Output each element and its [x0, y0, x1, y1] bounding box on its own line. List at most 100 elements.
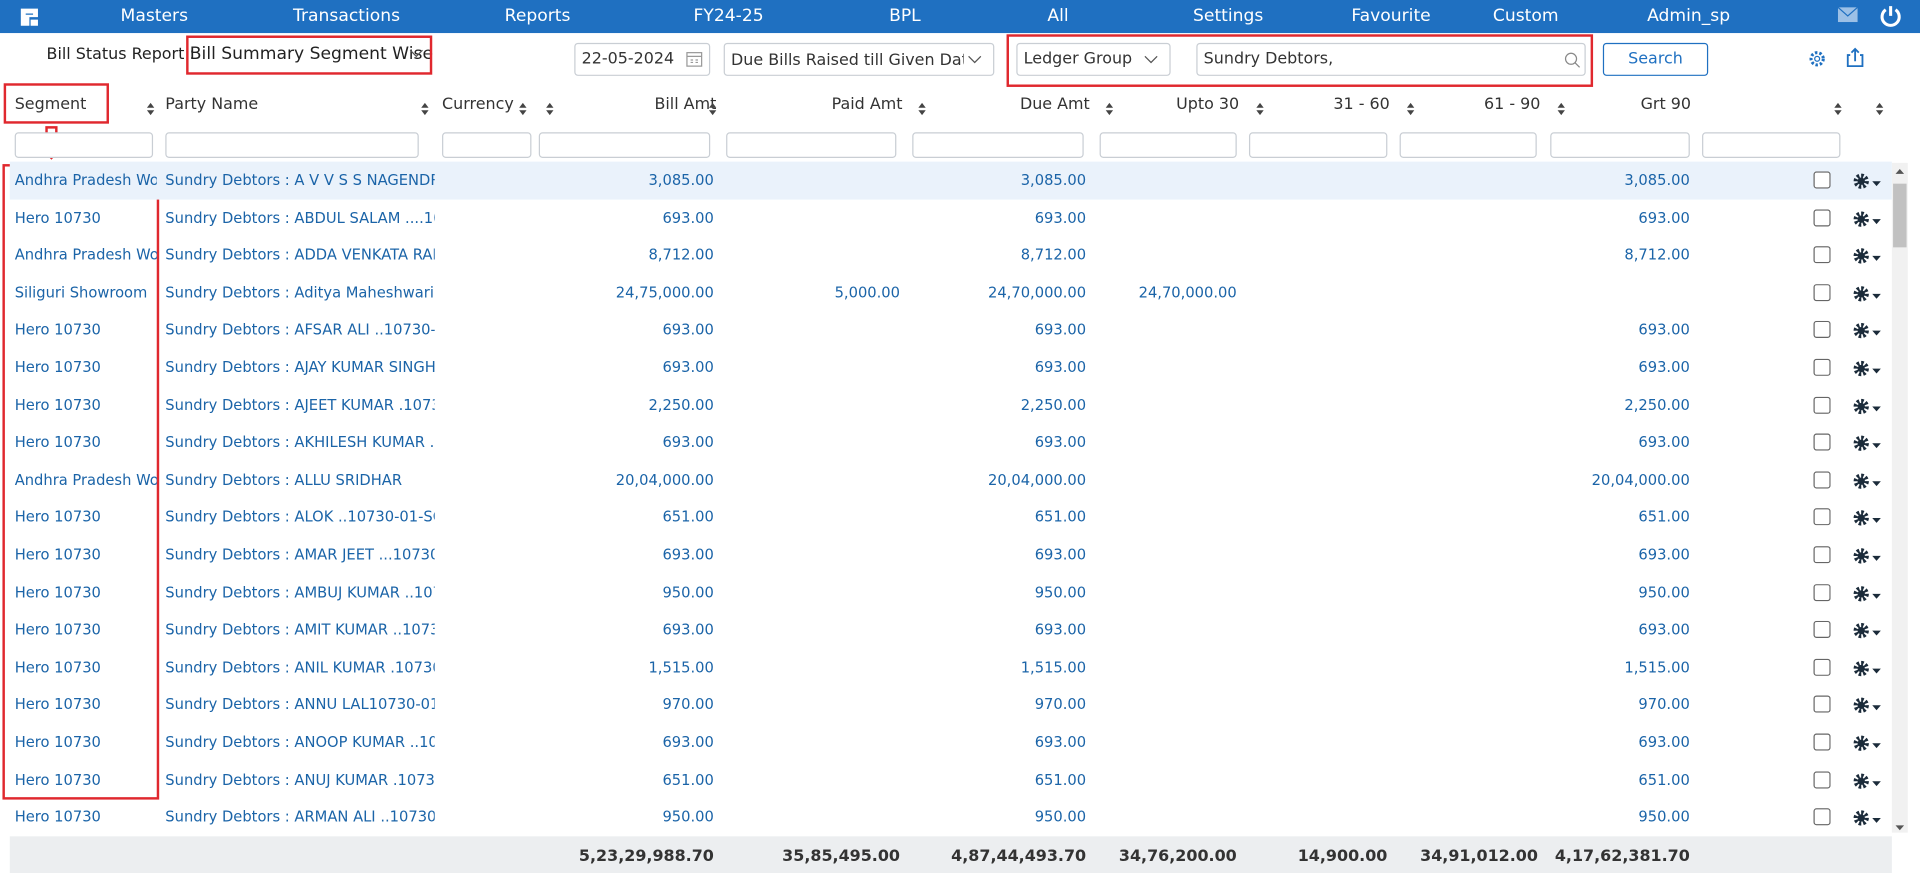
row-actions[interactable] [1851, 471, 1888, 495]
party-cell[interactable]: Sundry Debtors : Aditya Maheshwari [165, 283, 434, 301]
party-cell[interactable]: Sundry Debtors : ABDUL SALAM ....107... [165, 208, 434, 227]
sort-icon[interactable] [1556, 98, 1566, 121]
sort-icon[interactable] [1255, 98, 1265, 121]
party-cell[interactable]: Sundry Debtors : A V V S S NAGENDRA [165, 171, 435, 189]
row-checkbox[interactable] [1813, 657, 1831, 680]
segment-cell[interactable]: Hero 10730 [14, 583, 101, 601]
column-header[interactable]: Segment [14, 95, 87, 114]
party-cell[interactable]: Sundry Debtors : ALOK ..10730-01-SCO... [165, 508, 434, 526]
party-cell[interactable]: Sundry Debtors : AMAR JEET ...10730-0... [165, 546, 434, 564]
segment-cell[interactable]: Hero 10730 [14, 358, 101, 376]
column-header[interactable]: Bill Amt [654, 95, 717, 114]
nav-item[interactable]: FY24-25 [693, 6, 764, 26]
filter-input[interactable] [1550, 132, 1690, 158]
ledger-type-dropdown[interactable] [1016, 42, 1171, 76]
column-header[interactable]: Paid Amt [831, 95, 903, 114]
party-cell[interactable]: Sundry Debtors : ARMAN ALI ..10730-0... [165, 808, 434, 826]
party-cell[interactable]: Sundry Debtors : AMIT KUMAR ..10730-... [165, 621, 434, 639]
party-cell[interactable]: Sundry Debtors : ALLU SRIDHAR [165, 471, 403, 489]
sort-icon[interactable] [1875, 98, 1885, 121]
filter-input[interactable] [538, 132, 711, 158]
column-header[interactable]: Upto 30 [1176, 95, 1240, 114]
filter-input[interactable] [14, 132, 154, 158]
column-header[interactable]: Party Name [165, 95, 259, 114]
segment-cell[interactable]: Hero 10730 [14, 808, 101, 826]
segment-cell[interactable]: Hero 10730 [14, 733, 101, 751]
row-actions[interactable] [1851, 621, 1888, 645]
row-actions[interactable] [1851, 246, 1888, 270]
sort-icon[interactable] [420, 98, 430, 121]
filter-input[interactable] [1399, 132, 1537, 158]
column-header[interactable]: Grt 90 [1640, 95, 1692, 114]
row-actions[interactable] [1851, 584, 1888, 608]
report-name[interactable]: Bill Summary Segment Wise [189, 44, 434, 64]
settings-icon[interactable] [1806, 48, 1828, 70]
segment-cell[interactable]: Hero 10730 [14, 695, 101, 714]
party-cell[interactable]: Sundry Debtors : ANIL KUMAR .10730-... [165, 658, 435, 676]
party-cell[interactable]: Sundry Debtors : AJEET KUMAR .10730... [165, 396, 435, 414]
nav-item[interactable]: Custom [1492, 6, 1559, 26]
sort-icon[interactable] [708, 98, 718, 121]
sort-icon[interactable] [1406, 98, 1416, 121]
filter-input[interactable] [442, 132, 532, 158]
sort-icon[interactable] [1833, 98, 1843, 121]
party-cell[interactable]: Sundry Debtors : ANUJ KUMAR .10730-... [165, 770, 435, 789]
row-checkbox[interactable] [1813, 732, 1831, 755]
row-actions[interactable] [1851, 771, 1888, 795]
power-icon[interactable] [1878, 4, 1902, 28]
mail-icon[interactable] [1837, 6, 1859, 23]
column-header[interactable]: Currency [442, 95, 514, 114]
party-cell[interactable]: Sundry Debtors : AJAY KUMAR SINGH ... [165, 358, 435, 376]
column-header[interactable]: 61 - 90 [1484, 95, 1541, 114]
scrollbar[interactable] [1891, 162, 1908, 833]
row-actions[interactable] [1851, 808, 1888, 832]
export-icon[interactable] [1844, 47, 1866, 69]
sort-icon[interactable] [146, 98, 156, 121]
row-actions[interactable] [1851, 209, 1888, 233]
filter-input[interactable] [912, 132, 1084, 158]
row-actions[interactable] [1851, 321, 1888, 345]
row-checkbox[interactable] [1813, 320, 1831, 343]
row-checkbox[interactable] [1813, 470, 1831, 493]
segment-cell[interactable]: Hero 10730 [14, 433, 101, 451]
sort-icon[interactable] [545, 98, 555, 121]
segment-cell[interactable]: Hero 10730 [14, 770, 101, 789]
sort-icon[interactable] [518, 98, 528, 121]
row-checkbox[interactable] [1813, 807, 1831, 830]
segment-cell[interactable]: Hero 10730 [14, 508, 101, 526]
segment-cell[interactable]: Hero 10730 [14, 321, 101, 339]
row-actions[interactable] [1851, 733, 1888, 757]
row-checkbox[interactable] [1813, 358, 1831, 381]
filter-input[interactable] [165, 132, 419, 158]
row-checkbox[interactable] [1813, 507, 1831, 530]
nav-item[interactable]: Reports [504, 6, 571, 26]
sort-icon[interactable] [1104, 98, 1114, 121]
nav-item[interactable]: Settings [1193, 6, 1264, 26]
segment-cell[interactable]: Andhra Pradesh Wo... [14, 246, 157, 264]
party-cell[interactable]: Sundry Debtors : ADDA VENKATA RAM... [165, 246, 435, 264]
nav-item[interactable]: Favourite [1351, 6, 1431, 26]
segment-cell[interactable]: Andhra Pradesh Wo... [14, 171, 157, 189]
row-checkbox[interactable] [1813, 545, 1831, 568]
segment-cell[interactable]: Hero 10730 [14, 396, 101, 414]
row-checkbox[interactable] [1813, 170, 1831, 193]
row-actions[interactable] [1851, 546, 1888, 570]
nav-item[interactable]: All [1047, 6, 1069, 26]
filter-input[interactable] [726, 132, 897, 158]
calendar-icon[interactable] [684, 49, 704, 69]
party-cell[interactable]: Sundry Debtors : ANNU LAL10730-01-S... [165, 695, 434, 714]
row-checkbox[interactable] [1813, 432, 1831, 455]
row-checkbox[interactable] [1813, 620, 1831, 643]
nav-item[interactable]: BPL [889, 6, 921, 26]
row-actions[interactable] [1851, 509, 1888, 533]
row-actions[interactable] [1851, 359, 1888, 383]
segment-cell[interactable]: Siliguri Showroom [14, 283, 148, 301]
search-button[interactable]: Search [1602, 42, 1709, 76]
logo[interactable] [18, 6, 42, 28]
row-checkbox[interactable] [1813, 582, 1831, 605]
segment-cell[interactable]: Hero 10730 [14, 208, 101, 227]
row-checkbox[interactable] [1813, 283, 1831, 306]
party-cell[interactable]: Sundry Debtors : ANOOP KUMAR ..107... [165, 733, 435, 751]
row-checkbox[interactable] [1813, 695, 1831, 718]
row-actions[interactable] [1851, 284, 1888, 308]
